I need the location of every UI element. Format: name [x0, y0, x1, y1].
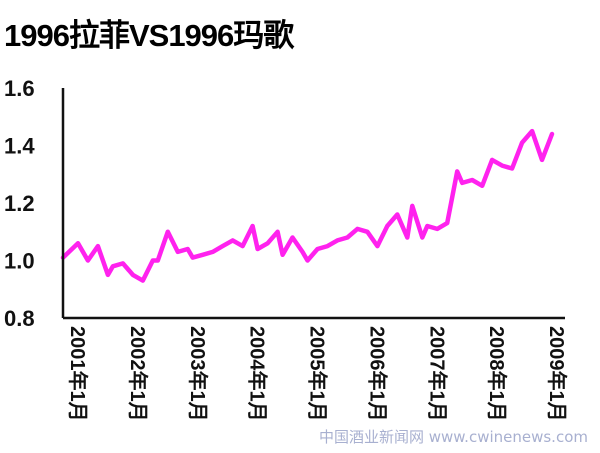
- y-tick-label: 1.2: [4, 191, 35, 216]
- series-line: [60, 128, 555, 283]
- x-axis-ticks: 2001年1月 2002年1月 2003年1月 2004年1月 2005年1月 2006年…: [66, 326, 569, 422]
- x-tick-label: 2009年1月: [545, 326, 569, 422]
- x-tick-label: 2004年1月: [246, 326, 270, 422]
- y-tick-label: 0.8: [4, 306, 35, 331]
- x-tick-label: 2002年1月: [126, 326, 150, 422]
- watermark: 中国酒业新闻网 www.cwinenews.com: [318, 428, 588, 446]
- x-tick-label: 2006年1月: [365, 326, 389, 422]
- y-tick-label: 1.4: [4, 134, 35, 159]
- series-layer: [60, 128, 555, 283]
- y-tick-label: 1.0: [4, 249, 35, 274]
- y-axis-ticks: 1.6 1.4 1.2 1.0 0.8: [4, 76, 35, 331]
- y-tick-label: 1.6: [4, 76, 35, 101]
- chart-title: 1996拉菲VS1996玛歌: [4, 18, 294, 53]
- x-tick-label: 2008年1月: [485, 326, 509, 422]
- x-tick-label: 2003年1月: [186, 326, 210, 422]
- x-tick-label: 2001年1月: [66, 326, 90, 422]
- x-tick-label: 2005年1月: [306, 326, 330, 422]
- x-tick-label: 2007年1月: [425, 326, 449, 422]
